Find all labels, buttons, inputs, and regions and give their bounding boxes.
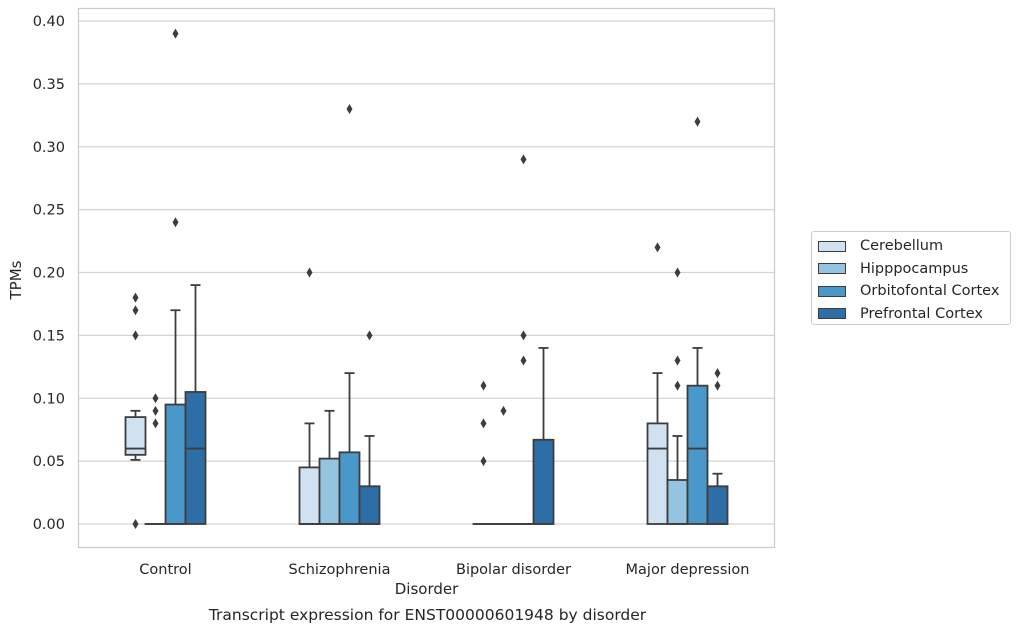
box-group — [184, 284, 207, 525]
legend-label: Prefrontal Cortex — [860, 305, 983, 322]
outlier-point — [306, 267, 313, 278]
y-axis-label: TPMs — [7, 260, 25, 300]
outlier-point — [520, 330, 527, 341]
legend-swatch-cerebellum — [818, 240, 846, 252]
outlier-point — [346, 104, 353, 115]
box-group — [358, 330, 381, 525]
box-group — [666, 267, 689, 525]
legend-swatch-prefrontal — [818, 308, 846, 320]
outlier-point — [674, 380, 681, 391]
outlier-point — [480, 380, 487, 391]
legend-item: Hipppocampus — [818, 258, 1010, 281]
y-tick-label: 0.00 — [33, 517, 65, 533]
outlier-point — [674, 267, 681, 278]
outlier-point — [480, 418, 487, 429]
box-group — [298, 267, 321, 525]
box-group — [318, 409, 341, 525]
box — [358, 485, 381, 525]
outlier-point — [480, 456, 487, 467]
box-group — [706, 368, 729, 525]
box — [686, 384, 709, 525]
box — [318, 457, 341, 525]
y-tick-label: 0.40 — [33, 14, 65, 30]
outlier-point — [132, 292, 139, 303]
outlier-point — [674, 355, 681, 366]
outlier-point — [654, 242, 661, 253]
box-group — [492, 405, 515, 525]
y-tick-label: 0.15 — [33, 328, 65, 344]
legend-label: Cerebellum — [860, 238, 944, 255]
x-tick-label: Major depression — [626, 562, 750, 578]
legend-label: Hipppocampus — [860, 260, 969, 277]
outlier-point — [366, 330, 373, 341]
box — [298, 466, 321, 525]
box-group — [686, 116, 709, 525]
outlier-point — [132, 305, 139, 316]
x-axis-ticks: Control Schizophrenia Bipolar disorder Majo… — [139, 562, 749, 578]
x-axis-label: Disorder — [394, 580, 459, 598]
box — [532, 438, 555, 525]
box — [706, 485, 729, 525]
box-group — [646, 242, 669, 525]
y-tick-label: 0.30 — [33, 140, 65, 156]
chart-caption: Transcript expression for ENST0000060194… — [208, 606, 647, 624]
outlier-point — [172, 28, 179, 39]
outlier-point — [714, 380, 721, 391]
outlier-point — [152, 393, 159, 404]
boxes — [124, 28, 729, 529]
box-group — [532, 347, 555, 525]
y-tick-label: 0.35 — [33, 77, 65, 93]
box — [124, 416, 147, 456]
box — [646, 422, 669, 525]
x-tick-label: Schizophrenia — [289, 562, 391, 578]
box — [164, 403, 187, 525]
box — [338, 451, 361, 525]
x-tick-label: Bipolar disorder — [456, 562, 571, 578]
legend-item: Prefrontal Cortex — [818, 303, 1010, 326]
y-tick-label: 0.20 — [33, 266, 65, 282]
box — [666, 479, 689, 525]
box-group — [338, 104, 361, 525]
plot-frame — [77, 7, 776, 549]
legend-swatch-hippocampus — [818, 263, 846, 275]
box-group — [472, 380, 495, 525]
y-tick-label: 0.05 — [33, 454, 65, 470]
legend: Cerebellum Hipppocampus Orbitofontal Cor… — [811, 231, 1011, 325]
outlier-point — [520, 154, 527, 165]
legend-item: Orbitofontal Cortex — [818, 280, 1010, 303]
box-group — [164, 28, 187, 525]
outlier-point — [152, 405, 159, 416]
outlier-point — [520, 355, 527, 366]
box — [184, 391, 207, 525]
x-tick-label: Control — [139, 562, 191, 578]
box-group — [124, 292, 147, 529]
outlier-point — [694, 116, 701, 127]
box-group — [144, 393, 167, 525]
box-group — [512, 154, 535, 525]
legend-item: Cerebellum — [818, 235, 1010, 258]
legend-label: Orbitofontal Cortex — [860, 283, 1000, 300]
outlier-point — [132, 330, 139, 341]
outlier-point — [172, 217, 179, 228]
outlier-point — [714, 368, 721, 379]
outlier-point — [500, 405, 507, 416]
outlier-point — [132, 519, 139, 529]
y-tick-label: 0.10 — [33, 391, 65, 407]
outlier-point — [152, 418, 159, 429]
y-tick-label: 0.25 — [33, 203, 65, 219]
y-axis-ticks: 0.00 0.05 0.10 0.15 0.20 0.25 0.30 0.35 0.40 — [33, 14, 65, 533]
legend-swatch-orbitofrontal — [818, 285, 846, 297]
